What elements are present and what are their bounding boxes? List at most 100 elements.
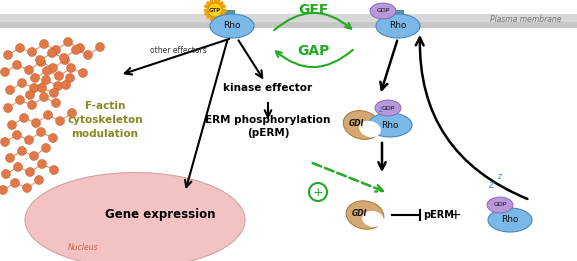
Ellipse shape: [210, 14, 254, 38]
Circle shape: [35, 175, 43, 185]
Circle shape: [42, 144, 51, 152]
Ellipse shape: [487, 197, 513, 213]
Circle shape: [25, 168, 35, 176]
Circle shape: [8, 121, 17, 129]
Circle shape: [39, 92, 48, 102]
Circle shape: [17, 146, 27, 156]
Circle shape: [55, 116, 65, 126]
FancyArrowPatch shape: [238, 40, 263, 78]
Circle shape: [62, 80, 70, 90]
Circle shape: [13, 163, 23, 171]
Circle shape: [1, 68, 9, 76]
Bar: [222, 10, 234, 24]
Text: other effectors: other effectors: [149, 46, 207, 55]
Circle shape: [50, 88, 58, 98]
Circle shape: [29, 84, 39, 92]
Circle shape: [17, 79, 27, 87]
Circle shape: [36, 128, 46, 137]
Text: z: z: [488, 180, 493, 190]
FancyArrowPatch shape: [274, 13, 351, 30]
Ellipse shape: [359, 121, 381, 137]
Ellipse shape: [343, 111, 381, 139]
Circle shape: [59, 54, 69, 62]
Circle shape: [6, 153, 14, 163]
Circle shape: [84, 50, 92, 60]
Circle shape: [51, 98, 61, 108]
Circle shape: [76, 44, 84, 52]
Circle shape: [50, 165, 58, 175]
Circle shape: [36, 57, 46, 67]
Ellipse shape: [376, 14, 420, 38]
FancyArrowPatch shape: [416, 38, 527, 199]
Text: Plasma membrane: Plasma membrane: [490, 15, 561, 23]
Ellipse shape: [375, 100, 401, 116]
Bar: [0, 22, 577, 28]
Circle shape: [39, 39, 48, 49]
Circle shape: [43, 67, 51, 75]
Circle shape: [3, 104, 13, 112]
Circle shape: [61, 56, 69, 64]
Circle shape: [6, 86, 14, 94]
Circle shape: [48, 133, 58, 143]
Circle shape: [16, 96, 24, 104]
Circle shape: [32, 118, 40, 128]
Text: GEF: GEF: [298, 3, 328, 17]
Text: z: z: [378, 105, 383, 114]
Circle shape: [72, 45, 81, 55]
Text: GDI: GDI: [351, 209, 367, 217]
Circle shape: [16, 44, 24, 52]
Circle shape: [38, 159, 47, 169]
Circle shape: [96, 43, 104, 51]
Text: GDP: GDP: [376, 9, 389, 14]
Circle shape: [20, 114, 28, 122]
Circle shape: [3, 50, 13, 60]
Text: pERM: pERM: [423, 210, 454, 220]
Circle shape: [54, 72, 63, 80]
Circle shape: [28, 100, 36, 110]
Circle shape: [42, 75, 51, 85]
FancyArrowPatch shape: [265, 103, 271, 117]
Text: GDP: GDP: [381, 105, 395, 110]
Ellipse shape: [25, 173, 245, 261]
Text: Nucleus: Nucleus: [68, 243, 99, 252]
Circle shape: [2, 169, 10, 179]
Circle shape: [36, 56, 44, 64]
Text: Rho: Rho: [381, 121, 399, 129]
Text: +: +: [449, 208, 461, 222]
FancyArrowPatch shape: [313, 163, 383, 192]
Circle shape: [31, 74, 39, 82]
Circle shape: [66, 63, 76, 73]
Text: GDI: GDI: [349, 118, 364, 128]
Text: Rho: Rho: [223, 21, 241, 31]
Ellipse shape: [370, 3, 396, 19]
FancyArrowPatch shape: [276, 50, 353, 67]
Text: z: z: [497, 172, 501, 181]
Ellipse shape: [362, 211, 384, 227]
Circle shape: [68, 109, 77, 117]
Ellipse shape: [368, 113, 412, 137]
Circle shape: [13, 130, 21, 139]
Circle shape: [0, 186, 8, 194]
Circle shape: [47, 49, 57, 57]
Circle shape: [1, 138, 9, 146]
Text: ERM phosphorylation
(pERM): ERM phosphorylation (pERM): [205, 115, 331, 138]
Text: GDP: GDP: [493, 203, 507, 207]
Circle shape: [43, 110, 53, 120]
Text: F-actin
cytoskeleton
modulation: F-actin cytoskeleton modulation: [67, 101, 143, 139]
Circle shape: [23, 183, 32, 193]
Circle shape: [78, 68, 88, 78]
Circle shape: [48, 63, 58, 73]
FancyArrowPatch shape: [125, 39, 230, 74]
Text: Rho: Rho: [501, 216, 519, 224]
Circle shape: [24, 135, 33, 145]
Ellipse shape: [488, 208, 532, 232]
Text: +: +: [313, 186, 323, 199]
Circle shape: [51, 45, 61, 55]
Circle shape: [24, 66, 33, 74]
Circle shape: [54, 81, 62, 91]
Circle shape: [208, 3, 222, 17]
FancyArrowPatch shape: [379, 143, 385, 169]
Ellipse shape: [346, 201, 384, 229]
Text: GTP: GTP: [209, 8, 221, 13]
Text: GAP: GAP: [297, 44, 329, 58]
